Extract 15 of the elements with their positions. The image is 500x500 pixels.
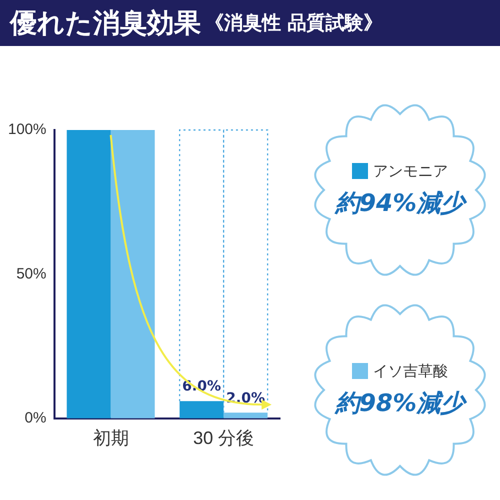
bar xyxy=(110,130,155,418)
bar xyxy=(66,130,111,418)
y-tick-label: 50% xyxy=(16,265,46,282)
bar xyxy=(180,401,224,418)
y-tick-label: 0% xyxy=(24,410,46,427)
x-tick-label: 初期 xyxy=(92,428,129,448)
x-tick-label: 30 分後 xyxy=(193,428,254,448)
chart-subtitle: 《消臭性 品質試験》 xyxy=(205,11,383,36)
y-tick-label: 100% xyxy=(8,121,46,138)
text: 約94%減少 xyxy=(335,188,465,218)
legend-label: アンモニア xyxy=(373,162,448,180)
legend-label: イソ吉草酸 xyxy=(373,362,448,380)
text: 約98%減少 xyxy=(335,388,465,418)
bar xyxy=(224,412,268,418)
chart-title: 優れた消臭効果 xyxy=(10,7,201,41)
